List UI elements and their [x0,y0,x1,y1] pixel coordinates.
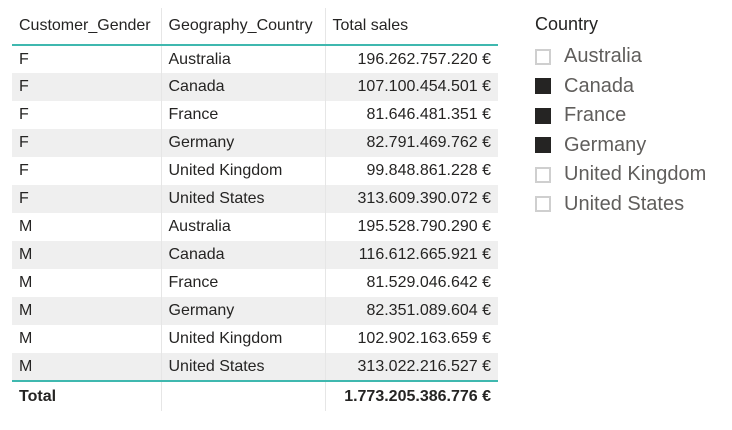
country-cell: France [161,101,326,129]
table-row: M Australia 195.528.790.290 € [12,213,498,241]
table-row: F Germany 82.791.469.762 € [12,129,498,157]
gender-cell: F [12,45,162,73]
slicer-item-label: Canada [564,74,635,97]
slicer-item-label: Australia [564,45,642,68]
sales-cell: 116.612.665.921 € [325,241,498,269]
country-cell: United Kingdom [161,157,326,185]
country-cell: Canada [161,73,326,101]
table-row: M Germany 82.351.089.604 € [12,297,498,325]
table-total-row: Total 1.773.205.386.776 € [12,380,498,411]
table-row: F Canada 107.100.454.501 € [12,73,498,101]
country-cell: United Kingdom [161,325,326,353]
sales-cell: 313.022.216.527 € [325,353,498,381]
country-cell: United States [161,185,326,213]
country-cell: Germany [161,297,326,325]
total-empty-cell [161,380,326,411]
sales-cell: 99.848.861.228 € [366,162,491,179]
column-header-geography-country[interactable]: Geography_Country [161,8,326,46]
country-cell: Canada [161,241,326,269]
table-row: M United States 313.022.216.527 € [12,353,498,381]
country-cell: Australia [161,45,326,73]
table-row: F United States 313.609.390.072 € [12,185,498,213]
gender-cell: M [12,213,162,241]
sales-cell: 313.609.390.072 € [325,185,498,213]
checkbox-icon[interactable] [535,48,551,65]
gender-cell: M [12,269,162,297]
table-row: M France 81.529.046.642 € [12,269,498,297]
sales-cell: 81.529.046.642 € [366,274,491,291]
gender-cell: F [12,185,162,213]
gender-cell: M [12,353,162,381]
country-cell: Germany [161,129,326,157]
country-slicer: Country Australia Canada France Germany … [535,10,725,219]
gender-cell: F [12,73,162,101]
sales-cell: 82.791.469.762 € [325,129,498,157]
total-label: Total [12,380,162,411]
gender-cell: M [12,325,162,353]
sales-cell: 82.351.089.604 € [325,297,498,325]
table-row: F France 81.646.481.351 € [12,101,498,129]
table-row: F Australia 196.262.757.220 € [12,45,498,73]
slicer-item-label: Germany [564,133,647,156]
slicer-item-united-states[interactable]: United States [535,190,725,220]
checkbox-icon[interactable] [535,78,551,95]
gender-cell: F [12,101,162,129]
total-value: 1.773.205.386.776 € [325,380,498,411]
checkbox-icon[interactable] [535,107,551,124]
slicer-item-label: France [564,104,627,127]
slicer-item-united-kingdom[interactable]: United Kingdom [535,160,725,190]
checkbox-icon[interactable] [535,196,551,213]
sales-cell: 107.100.454.501 € [325,73,498,101]
gender-cell: F [12,157,162,185]
sales-cell: 196.262.757.220 € [357,50,491,68]
table-body: F Australia 196.262.757.220 € F Canada 1… [12,45,498,381]
slicer-item-label: United Kingdom [564,163,707,186]
table-row: M Canada 116.612.665.921 € [12,241,498,269]
slicer-item-australia[interactable]: Australia [535,42,725,72]
slicer-item-label: United States [564,192,685,215]
checkbox-icon[interactable] [535,137,551,154]
gender-cell: M [12,297,162,325]
slicer-item-france[interactable]: France [535,101,725,131]
checkbox-icon[interactable] [535,166,551,183]
slicer-item-germany[interactable]: Germany [535,131,725,161]
slicer-item-canada[interactable]: Canada [535,72,725,102]
slicer-title: Country [535,14,599,34]
column-header-customer-gender[interactable]: Customer_Gender [12,8,162,46]
country-cell: Australia [161,213,326,241]
sales-table-visual: Customer_Gender Geography_Country Total … [12,8,498,412]
country-cell: United States [161,353,326,381]
country-cell: France [161,269,326,297]
table-row: M United Kingdom 102.902.163.659 € [12,325,498,353]
sales-cell: 102.902.163.659 € [357,330,491,347]
gender-cell: F [12,129,162,157]
sales-table: Customer_Gender Geography_Country Total … [12,8,498,411]
table-row: F United Kingdom 99.848.861.228 € [12,157,498,185]
sales-cell: 195.528.790.290 € [357,218,491,235]
gender-cell: M [12,241,162,269]
table-header: Customer_Gender Geography_Country Total … [12,8,498,46]
column-header-total-sales[interactable]: Total sales [325,8,498,46]
sales-cell: 81.646.481.351 € [366,106,491,123]
